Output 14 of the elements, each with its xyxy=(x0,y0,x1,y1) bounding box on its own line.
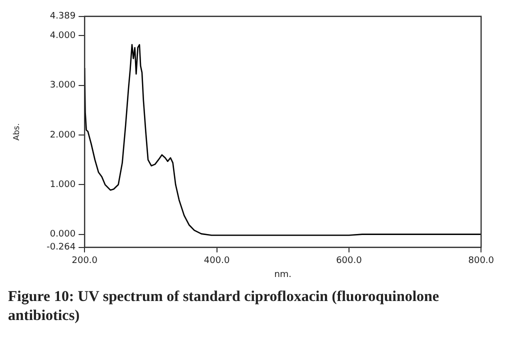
x-tick-label: 600.0 xyxy=(336,256,362,266)
y-tick-label: 0.000 xyxy=(50,230,76,240)
x-tick-label: 800.0 xyxy=(468,256,494,266)
y-axis-title: Abs. xyxy=(12,123,21,141)
x-tick-label: 400.0 xyxy=(204,256,230,266)
y-tick-label: 3.000 xyxy=(50,80,76,91)
y-tick-label: 1.000 xyxy=(50,180,76,190)
x-axis-title: nm. xyxy=(274,270,292,280)
x-tick-label: 200.0 xyxy=(72,256,98,266)
y-tick-label: -0.264 xyxy=(46,242,76,253)
text: Figure 10: UV spectrum of standard ciprofloxacin (fluoroquinolone antibiotics) xyxy=(8,288,440,326)
y-tick-label: 4.000 xyxy=(50,31,76,42)
y-tick-label: 2.000 xyxy=(50,130,76,140)
y-tick-label: 4.389 xyxy=(50,12,76,22)
